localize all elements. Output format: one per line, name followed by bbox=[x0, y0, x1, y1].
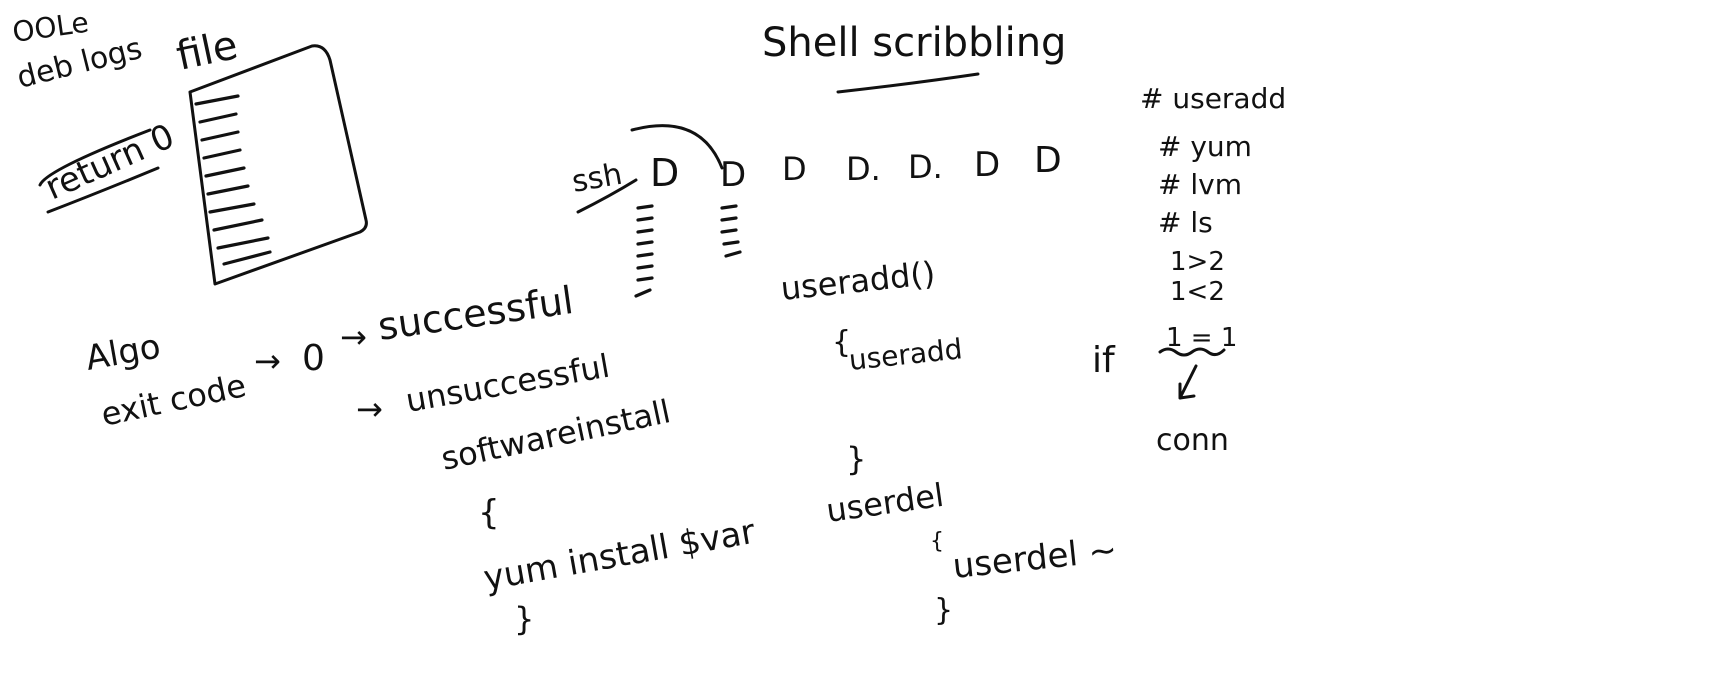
command-yum: # yum bbox=[1158, 130, 1252, 163]
arrow-to-zero: → bbox=[254, 342, 281, 380]
func-userdel-open-brace: { bbox=[930, 529, 944, 554]
server-d-6: D bbox=[974, 145, 1000, 185]
func-userdel-close-brace: } bbox=[934, 593, 953, 628]
server-2-lines bbox=[720, 204, 742, 258]
label-unsuccessful: unsuccessful bbox=[403, 347, 613, 420]
server-d-4: D. bbox=[846, 150, 881, 188]
server-d-2: D bbox=[720, 155, 746, 195]
ssh-underline bbox=[576, 178, 638, 214]
arrow-to-unsuccessful: → bbox=[356, 390, 383, 428]
arrow-to-successful: → bbox=[340, 318, 367, 356]
file-lines bbox=[194, 94, 272, 266]
func-userdel-body: userdel ~ bbox=[951, 530, 1119, 587]
func-useradd-body: useradd bbox=[847, 332, 964, 377]
note-return-zero: return 0 bbox=[39, 116, 180, 208]
func-useradd-open-brace: { bbox=[832, 325, 851, 360]
func-userdel-name: userdel bbox=[824, 476, 946, 530]
board-title: Shell scribbling bbox=[762, 20, 1066, 66]
label-successful: successful bbox=[375, 278, 576, 349]
if-result-arrow bbox=[1178, 364, 1198, 400]
file-drawing bbox=[188, 44, 368, 286]
if-condition-underline bbox=[1158, 347, 1226, 357]
label-exit-code: exit code bbox=[98, 366, 250, 434]
server-d-3: D bbox=[782, 150, 807, 188]
server-1-lines bbox=[634, 204, 654, 298]
command-lvm: # lvm bbox=[1158, 168, 1242, 201]
note-file: file bbox=[173, 22, 242, 80]
note-oole: OOLe bbox=[10, 6, 90, 49]
ssh-connection-arc bbox=[630, 124, 724, 170]
server-d-5: D. bbox=[908, 148, 943, 186]
exit-code-zero: 0 bbox=[302, 338, 325, 379]
keyword-if: if bbox=[1092, 340, 1116, 381]
label-algo: Algo bbox=[83, 326, 164, 378]
title-underline bbox=[836, 72, 980, 94]
if-result: conn bbox=[1156, 423, 1229, 458]
command-useradd: # useradd bbox=[1140, 82, 1286, 115]
func-useradd-name: useradd() bbox=[779, 254, 937, 308]
server-d-1: D bbox=[650, 151, 679, 195]
func-softwareinstall-open-brace: { bbox=[478, 493, 500, 533]
func-softwareinstall-body: yum install $var bbox=[481, 512, 759, 599]
server-d-7: D bbox=[1034, 140, 1062, 181]
command-gt: 1>2 bbox=[1170, 247, 1225, 277]
func-softwareinstall-close-brace: } bbox=[514, 600, 534, 638]
label-ssh: ssh bbox=[569, 157, 625, 200]
command-lt: 1<2 bbox=[1170, 277, 1225, 307]
return-underline bbox=[38, 128, 160, 214]
command-ls: # ls bbox=[1158, 206, 1213, 239]
func-useradd-close-brace: } bbox=[846, 440, 866, 478]
